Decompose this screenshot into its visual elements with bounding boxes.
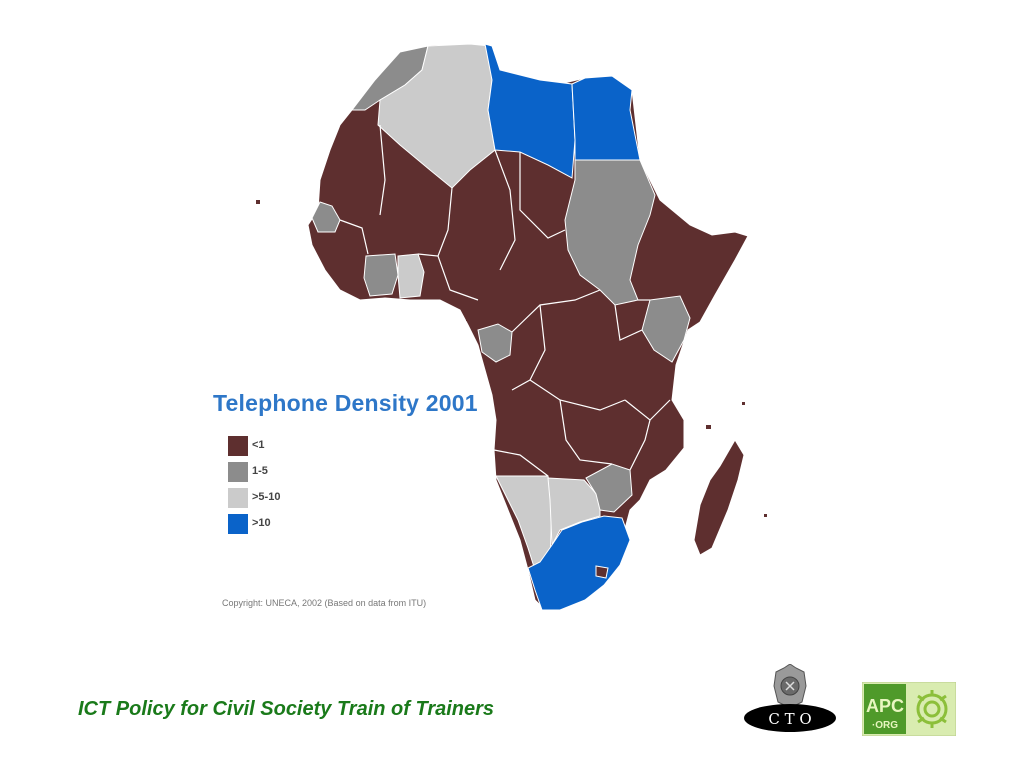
- country-borders: [339, 124, 671, 477]
- cto-oval: [744, 704, 836, 732]
- legend-label: >5-10: [252, 491, 281, 503]
- region-botswana: [547, 477, 601, 547]
- legend-swatch: [228, 488, 248, 508]
- legend-swatch: [228, 436, 248, 456]
- sun-swirl-icon: [916, 690, 948, 728]
- legend-label: >10: [252, 517, 271, 529]
- region-cote-divoire: [363, 253, 399, 297]
- crest-icon: [773, 664, 807, 709]
- cto-logo: C T O: [744, 664, 836, 732]
- region-kenya: [641, 295, 691, 363]
- region-libya: [484, 43, 576, 179]
- legend-item-lt1: <1: [228, 436, 348, 458]
- map-copyright: Copyright: UNECA, 2002 (Based on data fr…: [222, 598, 427, 608]
- region-sudan: [564, 159, 656, 306]
- islands: [256, 200, 767, 517]
- region-south-africa: [527, 515, 631, 611]
- legend-label: <1: [252, 439, 265, 451]
- map-title: Telephone Density 2001: [213, 390, 478, 416]
- madagascar: [693, 439, 745, 556]
- legend-swatch: [228, 514, 248, 534]
- region-gabon: [477, 323, 513, 363]
- apc-logo-subtext: ·ORG: [872, 720, 898, 731]
- legend-item-1to5: 1-5: [228, 462, 348, 484]
- cto-logo-text: C T O: [768, 710, 811, 728]
- legend-label: 1-5: [252, 465, 268, 477]
- legend-item-gt10: >10: [228, 514, 348, 536]
- legend-swatch: [228, 462, 248, 482]
- region-zimbabwe: [585, 463, 633, 513]
- apc-logo-text: APC: [866, 696, 904, 716]
- legend-item-5to10: >5-10: [228, 488, 348, 510]
- region-egypt: [571, 75, 641, 161]
- apc-logo: APC ·ORG: [862, 682, 956, 736]
- footer-title: ICT Policy for Civil Society Train of Tr…: [78, 698, 495, 720]
- region-ghana: [397, 253, 425, 299]
- region-lesotho: [595, 565, 609, 579]
